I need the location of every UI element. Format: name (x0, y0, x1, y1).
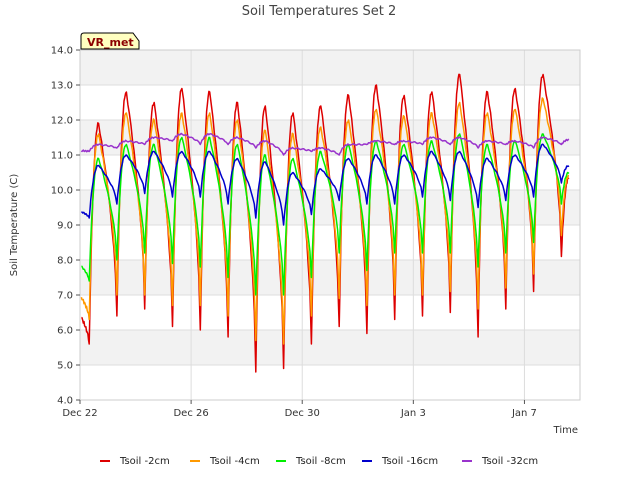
y-tick-label: 11.0 (51, 151, 73, 162)
series-line (80, 132, 570, 156)
legend-label: Tsoil -4cm (209, 456, 260, 467)
x-tick-label: Dec 22 (62, 408, 97, 419)
y-tick-label: 4.0 (57, 396, 73, 407)
y-tick-label: 8.0 (57, 256, 73, 267)
y-axis-title: Soil Temperature (C) (9, 174, 20, 277)
x-axis-title: Time (553, 425, 578, 436)
y-tick-label: 6.0 (57, 326, 73, 337)
y-tick-label: 9.0 (57, 221, 73, 232)
series-line (81, 73, 570, 373)
plot-band (80, 365, 580, 400)
station-badge: VR_met (80, 32, 140, 50)
x-tick-label: Dec 26 (173, 408, 208, 419)
y-tick-label: 7.0 (57, 291, 73, 302)
legend-label: Tsoil -16cm (381, 456, 438, 467)
y-tick-label: 5.0 (57, 361, 73, 372)
y-tick-label: 12.0 (51, 116, 73, 127)
y-axis-ticks: 4.0 5.0 6.0 7.0 8.0 9.0 10.0 11.0 12.0 13.0 14.0 (51, 46, 80, 407)
plot-band (80, 190, 580, 225)
chart-title: Soil Temperatures Set 2 (242, 4, 397, 19)
x-axis-ticks: Dec 22 Dec 26 Dec 30 Jan 3 Jan 7 (62, 400, 537, 419)
x-tick-label: Dec 30 (285, 408, 320, 419)
plot-band (80, 85, 580, 120)
plot-band (80, 260, 580, 295)
series-line (80, 97, 570, 345)
x-tick-label: Jan 7 (511, 408, 537, 419)
x-tick-label: Jan 3 (400, 408, 426, 419)
plot-band (80, 330, 580, 365)
legend-label: Tsoil -8cm (295, 456, 346, 467)
legend-label: Tsoil -32cm (481, 456, 538, 467)
legend: Tsoil -2cm Tsoil -4cm Tsoil -8cm Tsoil -16c… (100, 456, 538, 467)
series-line (81, 133, 570, 296)
station-badge-box (80, 32, 140, 50)
station-badge-label: VR_met (87, 36, 134, 49)
y-tick-label: 13.0 (51, 81, 73, 92)
series-lines (80, 73, 570, 373)
legend-label: Tsoil -2cm (119, 456, 170, 467)
plot-band (80, 295, 580, 330)
y-tick-label: 14.0 (51, 46, 73, 57)
y-tick-label: 10.0 (51, 186, 73, 197)
plot-band (80, 120, 580, 155)
plot-band (80, 50, 580, 85)
series-line (80, 143, 570, 226)
plot-band (80, 225, 580, 260)
